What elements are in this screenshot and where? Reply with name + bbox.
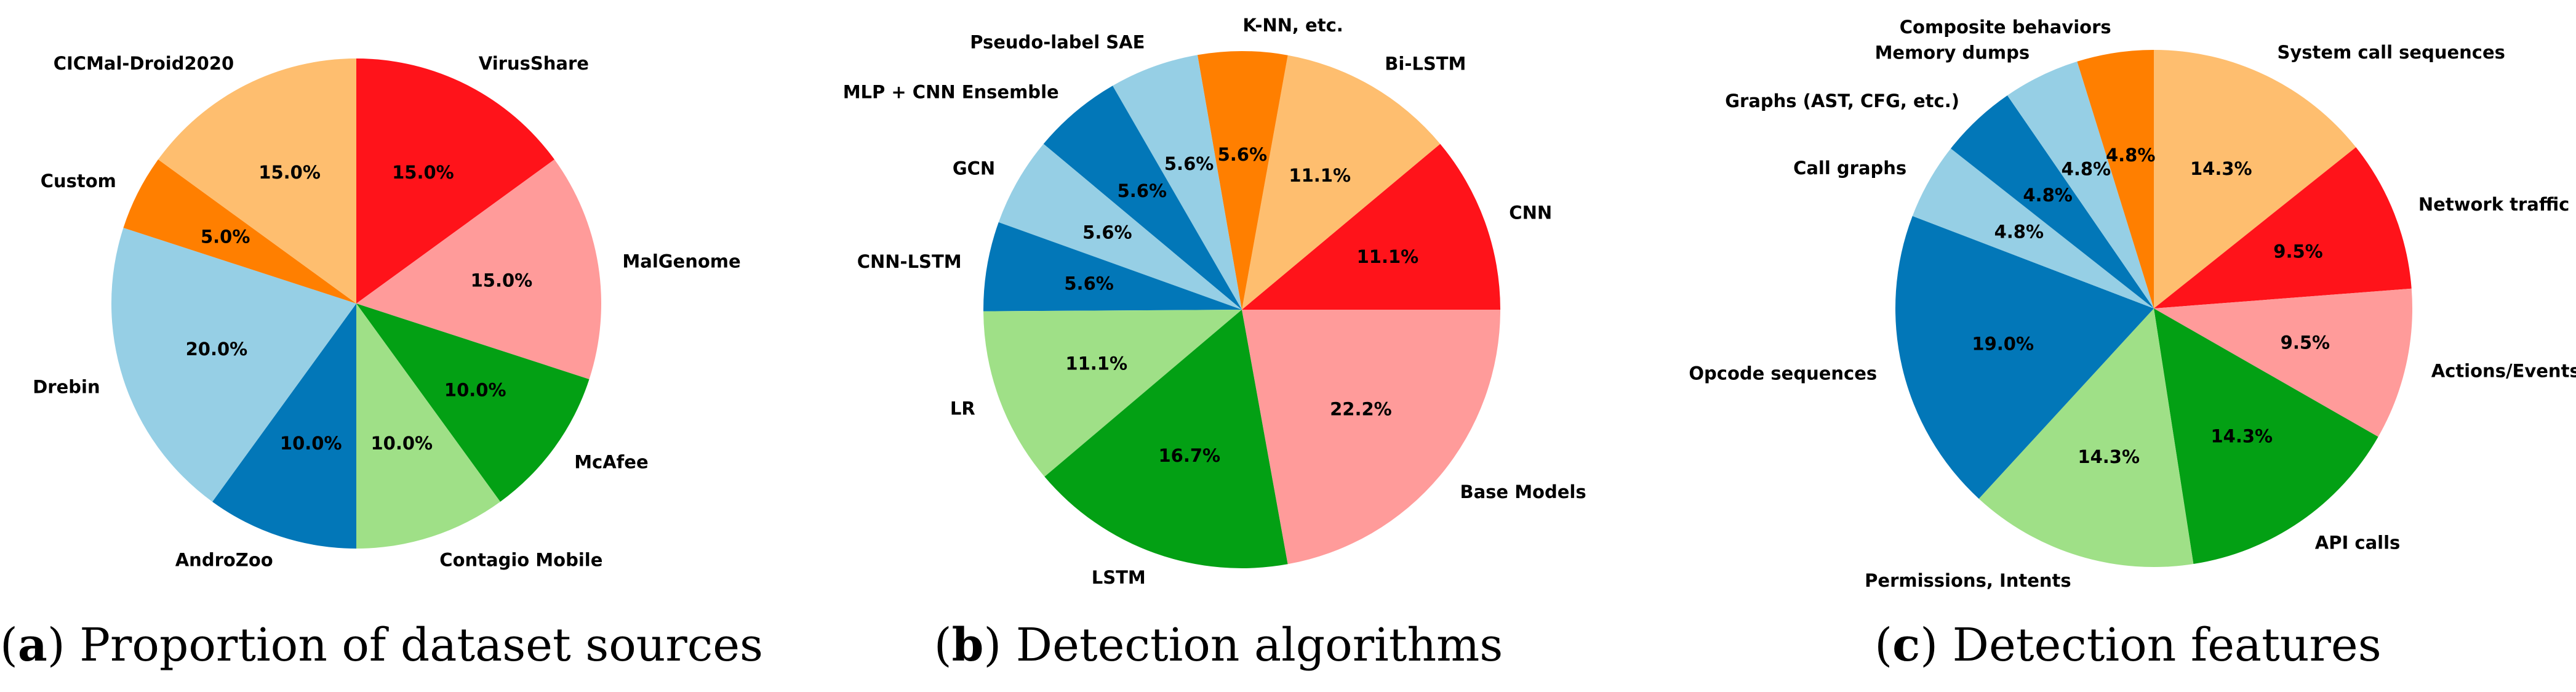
slice-percent-label: 14.3% bbox=[2190, 158, 2252, 179]
slice-percent-label: 11.1% bbox=[1357, 246, 1419, 267]
slice-percent-label: 15.0% bbox=[392, 162, 454, 183]
slice-category-label: Actions/Events bbox=[2431, 360, 2576, 381]
slice-category-label: K-NN, etc. bbox=[1242, 15, 1343, 36]
slice-category-label: GCN bbox=[953, 158, 995, 179]
pie-slice bbox=[2154, 50, 2356, 308]
pie-slice bbox=[356, 304, 500, 549]
slice-percent-label: 15.0% bbox=[471, 270, 533, 291]
slice-percent-label: 14.3% bbox=[2078, 446, 2140, 467]
slice-category-label: Drebin bbox=[33, 376, 100, 397]
pie-slice bbox=[1113, 55, 1242, 310]
slice-percent-label: 4.8% bbox=[2062, 158, 2111, 179]
pie-slice bbox=[998, 143, 1242, 310]
slice-category-label: Permissions, Intents bbox=[1865, 570, 2071, 591]
slice-category-label: Opcode sequences bbox=[1689, 363, 1877, 384]
slice-category-label: System call sequences bbox=[2278, 42, 2505, 63]
slice-percent-label: 14.3% bbox=[2210, 426, 2273, 447]
slice-percent-label: 9.5% bbox=[2281, 332, 2330, 353]
slice-category-label: Custom bbox=[41, 171, 116, 191]
slice-category-label: Network traffic bbox=[2418, 194, 2569, 215]
slice-category-label: VirusShare bbox=[479, 53, 589, 74]
slice-category-label: CNN bbox=[1509, 202, 1552, 223]
pie-slice bbox=[111, 228, 356, 502]
slice-percent-label: 10.0% bbox=[370, 433, 433, 454]
caption-c: (c) Detection features bbox=[1874, 619, 2381, 672]
slice-percent-label: 11.1% bbox=[1065, 353, 1127, 374]
pie-slice bbox=[158, 58, 356, 304]
slice-category-label: McAfee bbox=[574, 451, 648, 472]
slice-category-label: Pseudo-label SAE bbox=[970, 32, 1145, 53]
slice-percent-label: 5.6% bbox=[1118, 180, 1167, 201]
pie-slice bbox=[2154, 308, 2378, 565]
slice-category-label: LSTM bbox=[1092, 567, 1146, 588]
pie-slice bbox=[356, 304, 590, 502]
slice-percent-label: 22.2% bbox=[1330, 399, 1392, 420]
slice-percent-label: 5.6% bbox=[1218, 144, 1267, 165]
slice-category-label: API calls bbox=[2315, 533, 2401, 553]
slice-percent-label: 19.0% bbox=[1972, 334, 2034, 355]
pie-slice bbox=[1044, 310, 1288, 568]
caption-a-letter: a bbox=[18, 619, 47, 672]
pie-slice bbox=[1242, 310, 1500, 565]
slice-category-label: LR bbox=[950, 398, 975, 419]
caption-b-text: Detection algorithms bbox=[1016, 619, 1503, 672]
caption-b: (b) Detection algorithms bbox=[934, 619, 1503, 672]
slice-category-label: AndroZoo bbox=[175, 549, 273, 570]
slice-percent-label: 4.8% bbox=[1994, 222, 2044, 243]
pie-slice bbox=[1242, 143, 1500, 310]
slice-percent-label: 11.1% bbox=[1289, 165, 1351, 186]
slice-percent-label: 5.6% bbox=[1082, 222, 1132, 243]
pie-slice bbox=[1197, 51, 1288, 310]
slice-percent-label: 10.0% bbox=[280, 433, 342, 454]
pie-slice bbox=[2077, 50, 2154, 308]
caption-c-text: Detection features bbox=[1953, 619, 2382, 672]
slice-category-label: Base Models bbox=[1460, 481, 1586, 502]
slice-category-label: Composite behaviors bbox=[1900, 17, 2111, 38]
slice-category-label: Memory dumps bbox=[1875, 42, 2030, 63]
caption-a-text: Proportion of dataset sources bbox=[79, 619, 763, 672]
pie-chart-c: 14.3% System call sequences 9.5% Network tr… bbox=[1689, 17, 2576, 591]
pie-slice bbox=[356, 58, 554, 304]
slice-percent-label: 16.7% bbox=[1158, 445, 1220, 466]
slice-percent-label: 20.0% bbox=[186, 339, 248, 360]
slice-category-label: CICMal-Droid2020 bbox=[54, 53, 234, 74]
slice-percent-label: 4.8% bbox=[2023, 185, 2072, 206]
slice-percent-label: 4.8% bbox=[2106, 145, 2155, 166]
slice-percent-label: 5.6% bbox=[1064, 273, 1113, 294]
pie-slice bbox=[1043, 86, 1242, 310]
slice-category-label: CNN-LSTM bbox=[857, 251, 962, 272]
pie-slice bbox=[2154, 288, 2413, 437]
pie-slice bbox=[983, 222, 1242, 312]
pie-slice bbox=[2007, 61, 2154, 309]
slice-percent-label: 9.5% bbox=[2273, 241, 2322, 262]
pie-slice bbox=[1978, 308, 2194, 567]
pie-slice bbox=[1242, 55, 1441, 310]
slice-category-label: Bi-LSTM bbox=[1385, 54, 1466, 74]
pie-slice bbox=[123, 159, 357, 304]
caption-a: (a) Proportion of dataset sources bbox=[0, 619, 763, 672]
pie-slice bbox=[1912, 148, 2154, 308]
caption-b-letter: b bbox=[952, 619, 984, 672]
pie-slice bbox=[212, 304, 356, 549]
slice-percent-label: 15.0% bbox=[258, 162, 321, 183]
pie-slice bbox=[983, 310, 1242, 477]
slice-percent-label: 10.0% bbox=[444, 379, 506, 400]
pie-chart-a: 15.0% VirusShare 15.0% MalGenome 10.0% McAfee… bbox=[33, 53, 740, 571]
pie-slice bbox=[1950, 95, 2154, 308]
caption-c-letter: c bbox=[1892, 619, 1920, 672]
slice-category-label: Call graphs bbox=[1793, 158, 1906, 179]
slice-category-label: Contagio Mobile bbox=[439, 549, 602, 570]
slice-category-label: MalGenome bbox=[622, 251, 740, 272]
pie-slice bbox=[1895, 215, 2154, 499]
slice-category-label: Graphs (AST, CFG, etc.) bbox=[1725, 91, 1959, 111]
slice-category-label: MLP + CNN Ensemble bbox=[843, 81, 1059, 102]
pie-slice bbox=[356, 159, 602, 379]
slice-percent-label: 5.6% bbox=[1164, 153, 1214, 174]
pie-slice bbox=[2154, 147, 2412, 308]
pie-chart-b: 11.1% CNN 11.1% Bi-LSTM 5.6% K-NN, etc. 5.6% Ps… bbox=[843, 15, 1586, 588]
slice-percent-label: 5.0% bbox=[201, 227, 250, 247]
